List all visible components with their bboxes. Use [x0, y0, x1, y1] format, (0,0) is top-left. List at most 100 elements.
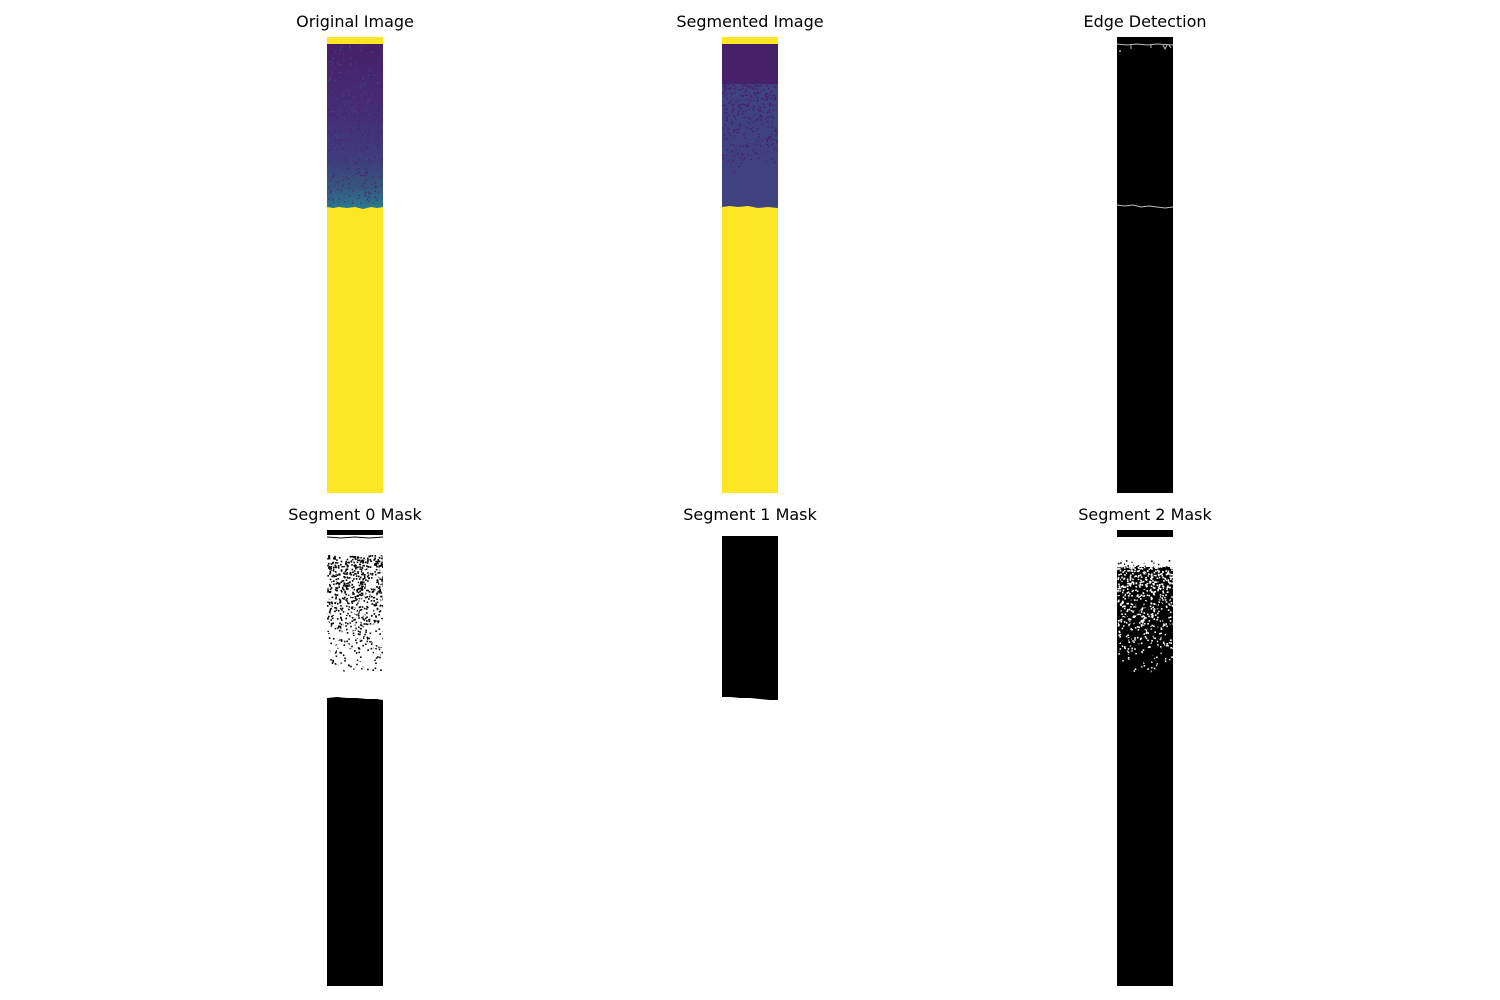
segment-0-speckle: [362, 570, 364, 573]
segment-2-speckle: [1138, 621, 1140, 624]
segment-2-speckle: [1170, 577, 1172, 579]
segment-2-speckle: [1169, 586, 1171, 589]
segment-2-speckle: [1139, 624, 1142, 627]
segment-2-speckle: [1139, 566, 1141, 569]
segment-0-speckle: [359, 587, 361, 590]
original-noise-speckle: [340, 49, 342, 51]
segment-2-speckle: [1121, 645, 1124, 648]
segment-0-speckle: [356, 659, 359, 661]
segment-2-speckle: [1139, 595, 1142, 597]
original-noise-speckle: [369, 99, 371, 101]
segment-2-speckle: [1123, 567, 1126, 569]
segment-0-speckle: [379, 597, 381, 599]
segment-0-speckle: [362, 603, 365, 606]
segment-2-speckle: [1140, 648, 1142, 650]
original-noise-speckle: [359, 103, 361, 106]
segmented-noise-speckle: [753, 124, 756, 127]
segment-2-speckle: [1151, 619, 1153, 622]
segment-0-speckle: [346, 600, 348, 602]
original-noise-speckle: [336, 140, 339, 142]
original-noise-speckle: [339, 122, 341, 124]
segment-0-speckle: [361, 619, 363, 622]
segment-0-speckle: [332, 660, 335, 663]
segment-0-speckle: [349, 648, 352, 651]
segmented-noise-speckle: [742, 110, 744, 113]
segment-2-speckle: [1165, 660, 1168, 662]
segmented-noise-speckle: [766, 98, 768, 101]
segment-0-speckle: [336, 587, 339, 589]
segment-2-speckle: [1162, 592, 1165, 594]
segment-2-speckle: [1157, 664, 1159, 667]
segment-0-speckle: [359, 568, 362, 570]
original-noise-speckle: [374, 169, 376, 172]
segment-2-speckle: [1150, 628, 1153, 630]
segment-0-speckle: [331, 644, 333, 646]
original-noise-speckle: [340, 76, 342, 78]
segmented-noise-speckle: [745, 145, 748, 147]
segment-2-speckle: [1131, 568, 1133, 570]
segment-2-speckle: [1147, 573, 1150, 575]
segment-2-speckle: [1141, 636, 1144, 638]
segment-2-speckle: [1136, 575, 1139, 578]
original-noise-speckle: [330, 64, 332, 66]
segment-2-speckle: [1169, 639, 1171, 642]
segment-2-speckle: [1169, 630, 1172, 633]
segment-2-speckle: [1144, 652, 1147, 655]
segment-0-speckle: [343, 666, 346, 669]
segment-0-speckle: [345, 569, 347, 571]
segment-2-speckle: [1169, 645, 1171, 648]
segmented-noise-speckle: [772, 81, 774, 83]
segment-2-speckle: [1117, 578, 1119, 581]
segmented-noise-speckle: [737, 114, 739, 116]
segment-2-speckle: [1120, 611, 1123, 613]
segment-2-speckle: [1140, 579, 1142, 582]
segmented-noise-speckle: [735, 118, 737, 120]
segment-2-speckle: [1147, 579, 1149, 582]
original-noise-speckle: [370, 115, 372, 117]
original-noise-speckle: [347, 166, 349, 168]
original-noise-speckle: [367, 101, 369, 103]
original-noise-speckle: [377, 144, 379, 146]
segmented-noise-speckle: [731, 104, 734, 107]
segment-0-speckle: [360, 639, 363, 642]
segment-0-speckle: [365, 622, 367, 624]
segment-0-speckle: [370, 615, 373, 617]
original-noise-speckle: [367, 84, 369, 86]
original-noise-speckle: [342, 77, 344, 79]
segmented-noise-speckle: [743, 125, 745, 127]
segment-2-speckle: [1134, 643, 1136, 645]
segment-0-speckle: [361, 581, 363, 583]
original-noise-speckle: [346, 124, 349, 126]
segment-2-speckle: [1145, 651, 1148, 653]
segmented-noise-speckle: [743, 133, 745, 135]
segment-0-speckle: [330, 566, 333, 568]
segment-2-speckle: [1161, 573, 1163, 575]
segment-2-speckle: [1122, 571, 1124, 573]
segment-0-speckle: [346, 643, 349, 645]
segmented-image-strip: [722, 37, 778, 493]
segmented-noise-speckle: [774, 146, 776, 149]
segment-2-speckle: [1136, 616, 1139, 619]
segment-2-speckle: [1147, 645, 1150, 648]
segment-2-speckle: [1143, 561, 1145, 564]
segment-0-speckle: [359, 576, 362, 579]
segmented-noise-speckle: [749, 77, 751, 79]
segment-2-speckle: [1156, 577, 1159, 579]
segment-2-speckle: [1167, 635, 1170, 637]
segmented-noise-speckle: [753, 136, 756, 138]
segment-2-speckle: [1129, 647, 1131, 650]
segment-2-speckle: [1134, 570, 1136, 573]
segment-0-speckle: [347, 659, 349, 662]
segment-0-speckle: [329, 571, 332, 574]
segment-0-speckle: [343, 669, 345, 672]
original-noise-speckle: [359, 85, 362, 87]
segment-0-speckle: [346, 572, 349, 574]
segmented-noise-speckle: [725, 91, 728, 93]
segment-2-speckle: [1144, 578, 1147, 581]
segment-2-speckle: [1149, 580, 1151, 583]
segmented-noise-speckle: [724, 151, 727, 153]
segment-0-speckle: [331, 596, 334, 599]
original-noise-speckle: [358, 128, 360, 130]
segment-2-speckle: [1168, 666, 1171, 669]
segment-0-speckle: [329, 584, 331, 586]
